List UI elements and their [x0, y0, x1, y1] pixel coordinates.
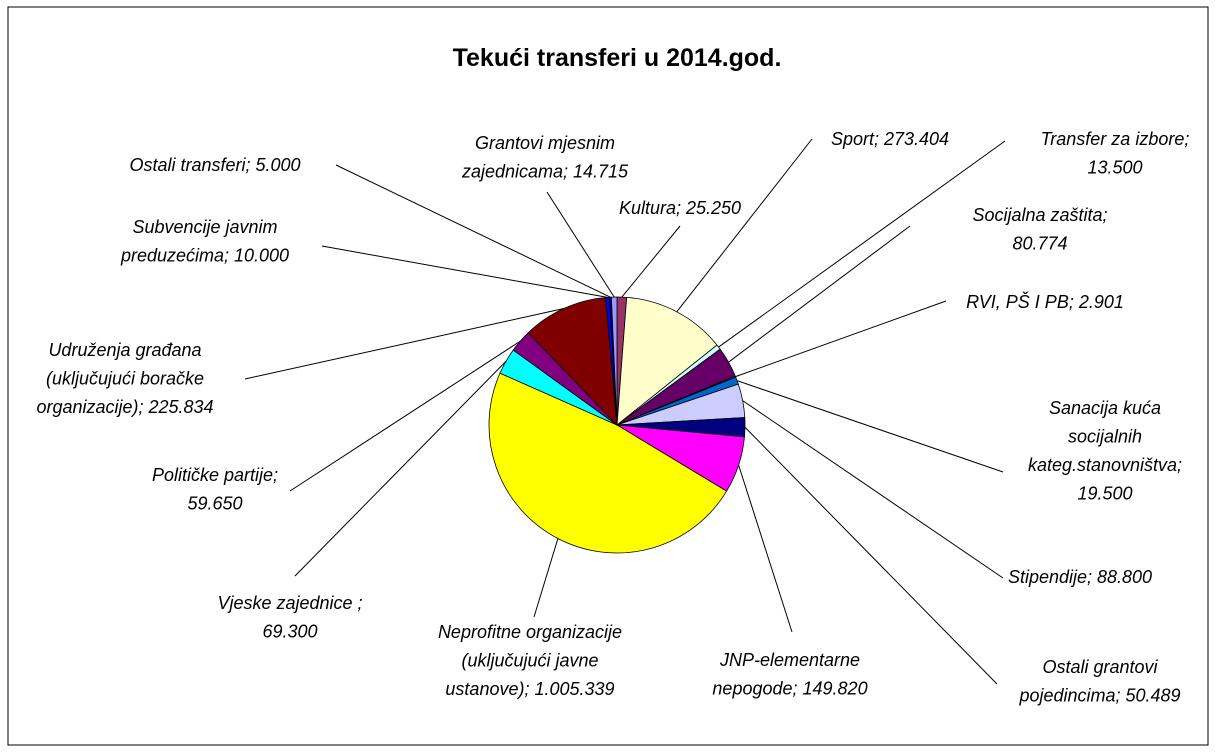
- leader-line: [744, 426, 998, 685]
- leader-line: [533, 538, 559, 618]
- data-label: Stipendije; 88.800: [1008, 567, 1152, 587]
- data-label: Vjeske zajednice ; 69.300: [217, 593, 362, 642]
- leader-line: [676, 138, 813, 313]
- data-label: Ostali transferi; 5.000: [129, 155, 300, 175]
- leader-line: [546, 191, 615, 298]
- leader-line: [738, 464, 793, 633]
- pie-slice: [610, 296, 618, 426]
- data-label: Ostali grantovi pojedincima; 50.489: [1018, 657, 1180, 706]
- leader-line: [294, 360, 507, 577]
- data-label: Kultura; 25.250: [619, 198, 741, 218]
- data-label: Neprofitne organizacije (uključujući javn…: [438, 622, 622, 699]
- data-label: RVI, PŠ I PB; 2.901: [966, 291, 1124, 312]
- data-label: Socijalna zaštita; 80.774: [972, 205, 1107, 254]
- data-label: JNP-elementarne nepogode; 149.820: [712, 650, 867, 699]
- leader-line: [742, 400, 1004, 579]
- leader-line: [244, 308, 564, 380]
- data-label: Udruženja građana (uključujući boračke org…: [36, 340, 213, 417]
- data-label: Grantovi mjesnim zajednicama; 14.715: [461, 133, 629, 182]
- leader-line: [735, 300, 947, 378]
- data-label: Sport; 273.404: [831, 129, 949, 149]
- leader-line: [321, 245, 608, 298]
- leader-line: [728, 225, 911, 363]
- leader-line: [621, 225, 681, 298]
- leader-line: [718, 140, 1006, 348]
- data-label: Transfer za izbore; 13.500: [1041, 129, 1190, 178]
- pie: [488, 296, 746, 554]
- data-label: Sanacija kuća socijalnih kateg.stanovništv…: [1028, 398, 1182, 504]
- pie-slice: [488, 372, 728, 554]
- data-label: Političke partije; 59.650: [152, 465, 278, 514]
- leader-line: [289, 340, 521, 492]
- leader-line: [335, 164, 611, 298]
- chart-title: Tekući transferi u 2014.god.: [453, 44, 782, 72]
- leader-line: [736, 380, 1004, 473]
- data-label: Subvencije javnim preduzećima; 10.000: [120, 217, 289, 266]
